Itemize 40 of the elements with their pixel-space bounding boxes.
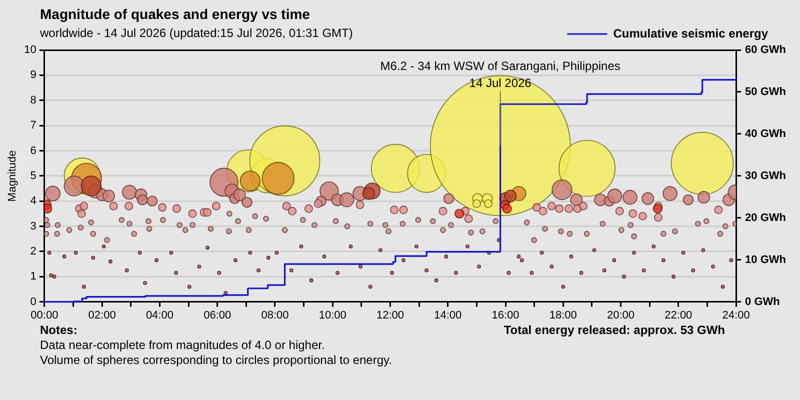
y-tick-label: 1: [30, 270, 36, 283]
x-tick-label: 24:00: [722, 309, 750, 322]
y-tick-label: 5: [30, 170, 36, 182]
y-tick-label: 6: [30, 144, 36, 157]
text: Notes:: [40, 323, 78, 338]
x-tick-label: 18:00: [549, 309, 577, 322]
y-tick-label: 8: [30, 94, 36, 106]
y2-tick-label: 60 GWh: [745, 44, 786, 56]
y-tick-label: 10: [24, 44, 36, 56]
x-tick-label: 08:00: [261, 309, 289, 322]
x-tick-label: 00:00: [30, 309, 58, 322]
y2-tick-label: 0 GWh: [745, 296, 780, 308]
x-tick-label: 14:00: [434, 309, 462, 322]
x-tick-label: 16:00: [492, 309, 520, 322]
y-tick-label: 0: [30, 296, 36, 308]
y2-tick-label: 50 GWh: [745, 86, 786, 98]
x-tick-label: 10:00: [318, 309, 346, 322]
x-tick-label: 22:00: [664, 309, 692, 322]
annotation: M6.2 - 34 km WSW of Sarangani, Philippines 14 Jul 2026: [380, 59, 620, 90]
chart-title: Magnitude of quakes and energy vs time: [40, 6, 310, 22]
legend-label: Cumulative seismic energy: [613, 26, 768, 40]
x-tick-label: 12:00: [376, 309, 404, 322]
x-tick-label: 02:00: [88, 309, 116, 322]
y-tick-label: 9: [30, 69, 36, 82]
y2-tick-label: 20 GWh: [745, 212, 786, 224]
x-tick-label: 06:00: [204, 309, 232, 322]
y2-tick-label: 40 GWh: [745, 128, 786, 140]
chart-subtitle: worldwide - 14 Jul 2026 (updated:15 Jul 2026, 01:31 GMT): [40, 26, 353, 40]
x-tick-label: 20:00: [607, 309, 635, 322]
text: Total energy released: approx. 53 GWh: [504, 323, 725, 338]
text: Volume of spheres corresponding to circles proportional to energy.: [40, 353, 392, 368]
y-tick-label: 2: [30, 245, 36, 258]
y-tick-label: 7: [30, 120, 36, 132]
y-tick-label: 3: [30, 220, 36, 232]
y2-tick-label: 10 GWh: [745, 254, 786, 266]
text: Data near-complete from magnitudes of 4.0 or higher.: [40, 338, 326, 353]
y-tick-label: 4: [30, 195, 36, 208]
y2-tick-label: 30 GWh: [745, 170, 786, 182]
x-tick-label: 04:00: [146, 309, 174, 322]
y-axis-title: Magnitude: [6, 150, 19, 202]
